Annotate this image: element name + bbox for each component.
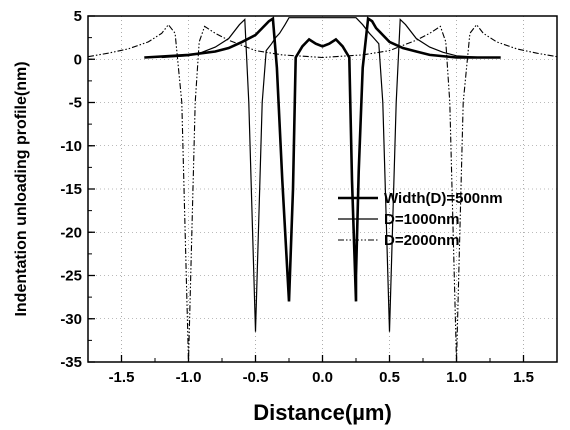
x-tick-label: 1.0 (446, 369, 467, 386)
legend-label-2: D=1000nm (384, 211, 459, 228)
y-axis-title: Indentation unloading profile(nm) (13, 61, 30, 316)
x-tick-label: -1.5 (109, 369, 135, 386)
series-group (87, 16, 558, 363)
x-tick-label: 1.5 (513, 369, 534, 386)
x-tick-label: 0.5 (379, 369, 400, 386)
x-tick-label: -1.0 (176, 369, 202, 386)
series-line-3 (87, 23, 558, 363)
axis-ticks (87, 15, 558, 363)
legend-label-3: D=2000nm (384, 232, 459, 249)
grid (88, 15, 557, 363)
y-tick-label: -25 (60, 268, 82, 285)
y-tick-label: -20 (60, 224, 82, 241)
series-line-1 (144, 16, 501, 302)
series-line-2 (161, 17, 484, 332)
y-tick-label: 0 (74, 51, 82, 68)
x-tick-label: -0.5 (243, 369, 269, 386)
y-tick-label: 5 (74, 8, 82, 25)
x-axis-title: Distance(µm) (253, 400, 392, 425)
y-tick-label: -30 (60, 311, 82, 328)
x-tick-label: 0.0 (312, 369, 333, 386)
y-tick-label: -5 (69, 95, 82, 112)
legend-label-1: Width(D)=500nm (384, 190, 503, 207)
y-tick-label: -35 (60, 354, 82, 371)
y-tick-label: -10 (60, 138, 82, 155)
tick-labels: -1.5 -1.0 -0.5 0.0 0.5 1.0 1.5 5 0 -5 -10 -15 -20 -25… (60, 8, 534, 386)
y-tick-label: -15 (60, 181, 82, 198)
legend: Width(D)=500nm D=1000nm D=2000nm (338, 190, 503, 249)
